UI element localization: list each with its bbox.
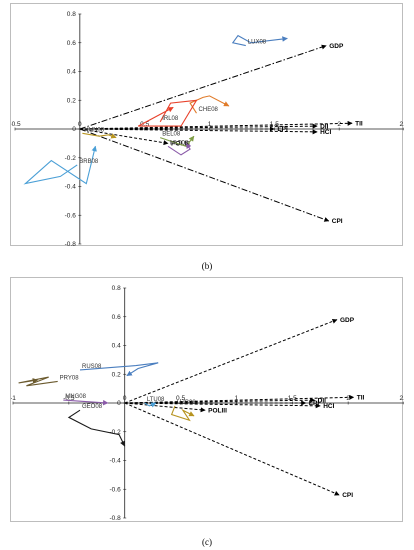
- chart-b-trajectory-label-bel08: BEL08: [162, 132, 181, 138]
- chart-c-x-tick-label: 1: [235, 395, 239, 402]
- chart-b-x-tick-label: 2.5: [399, 121, 404, 128]
- chart-b-x-tick-label: 2: [337, 121, 341, 128]
- chart-b-trajectory-label-mlt08: MLT08: [170, 140, 189, 146]
- chart-b-vector-label-hci: HCI: [320, 129, 331, 136]
- chart-b-trajectory-label-hun08: HUN08: [84, 127, 104, 133]
- chart-c-trajectory-label-pry08: PRY08: [60, 375, 80, 381]
- chart-c-trajectory-mng08: [63, 399, 109, 406]
- chart-c-x-tick-label: -1: [11, 395, 16, 402]
- chart-b-x-tick-label: 0.5: [140, 121, 149, 128]
- chart-c-trajectory-label-rus08: RUS08: [82, 364, 102, 370]
- chart-c-trajectory-label-mng08: MNG08: [65, 394, 86, 400]
- chart-b-trajectory-lux08: [231, 34, 288, 47]
- chart-c-x-tick-label: 2: [346, 395, 350, 402]
- chart-c-trajectory-geo08: [67, 409, 126, 447]
- chart-b-vector-gdp: [79, 44, 327, 130]
- chart-b-y-tick-label: 0.2: [67, 97, 76, 104]
- chart-c-vector-label-epi: EPI: [309, 400, 320, 407]
- chart-c-vector-cpi: [124, 402, 340, 496]
- chart-b-vector-dii: [79, 123, 318, 130]
- chart-b-y-tick-label: -0.2: [65, 155, 77, 162]
- chart-c-x-tick-label: -0.5: [63, 395, 75, 402]
- chart-b-trajectory-bel08: [160, 135, 195, 147]
- chart-c-y-tick-label: -0.4: [110, 458, 122, 465]
- chart-c-vector-label-poliii: POLIII: [208, 407, 227, 414]
- chart-c-vector-gdp: [124, 318, 338, 404]
- chart-c-x-tick-label: 2.5: [399, 395, 404, 402]
- chart-c-trajectory-uzb08: [170, 405, 195, 422]
- chart-c-vector-poliii: [124, 402, 206, 413]
- chart-c-y-tick-label: 0.2: [112, 371, 121, 378]
- chart-b-vector-label-epi: EPI: [277, 126, 288, 133]
- chart-c-vector-label-hci: HCI: [323, 403, 334, 410]
- chart-b-trajectory-label-irl08: IRL08: [162, 116, 179, 122]
- chart-c-y-tick-label: -0.8: [110, 515, 122, 522]
- chart-c-y-tick-label: -0.2: [110, 429, 122, 436]
- chart-b-x-tick-label: -0.5: [11, 121, 21, 128]
- chart-b-trajectory-hun08: [82, 132, 117, 139]
- chart-b-y-tick-label: 0.4: [67, 69, 76, 76]
- chart-c-y-tick-label: 0.6: [112, 314, 121, 321]
- chart-b-vector-cpi: [79, 128, 330, 222]
- chart-b-trajectory-label-brb08: BRB08: [79, 159, 99, 165]
- chart-b-vector-label-cpi: CPI: [332, 218, 343, 225]
- chart-b-y-tick-label: -0.8: [65, 241, 77, 247]
- chart-panel-b: -0.5 0 0.5 1 1.5 2 2.5 0.8 0.6 0.4 0.2 0 -0.2 -0.4 -0.…: [10, 3, 404, 247]
- chart-b-trajectory-irl08: [137, 99, 198, 127]
- chart-b-y-tick-label: 0.6: [67, 40, 76, 47]
- chart-b-x-tick-label: 1: [208, 121, 212, 128]
- chart-b-trajectory-brb08: [23, 145, 97, 185]
- chart-c-trajectory-label-ltu08: LTU08: [147, 397, 165, 403]
- chart-c-vector-label-gdp: GDP: [340, 317, 355, 324]
- chart-b-trajectory-label-che08: CHE08: [199, 107, 219, 113]
- chart-panel-c: -1-0.500.511.522.50.80.60.40.20-0.2-0.4-…: [10, 277, 404, 522]
- chart-b-vector-label-tii: TII: [355, 120, 363, 127]
- chart-c-y-tick-label: 0.8: [112, 285, 121, 292]
- chart-b-svg: -0.5 0 0.5 1 1.5 2 2.5 0.8 0.6 0.4 0.2 0 -0.2 -0.4 -0.…: [11, 11, 404, 247]
- chart-c-y-tick-label: 0: [117, 400, 121, 407]
- chart-c-caption: (c): [202, 537, 212, 547]
- chart-c-trajectory-ltu08: [144, 402, 157, 408]
- chart-c-svg: -1-0.500.511.522.50.80.60.40.20-0.2-0.4-…: [11, 285, 404, 522]
- chart-b-vector-label-dii: DII: [320, 123, 329, 130]
- chart-c-y-tick-label: 0.4: [112, 343, 121, 350]
- chart-b-trajectory-mlt08: [167, 142, 192, 156]
- chart-c-trajectory-rus08: [79, 362, 159, 377]
- chart-b-y-tick-label: -0.6: [65, 212, 77, 219]
- chart-c-vector-label-cpi: CPI: [342, 492, 353, 499]
- chart-c-vector-label-tii: TII: [357, 394, 365, 401]
- chart-b-trajectory-label-lux08: LUX08: [248, 40, 267, 46]
- chart-b-vector-hci: [79, 128, 318, 135]
- chart-b-vector-label-gdp: GDP: [329, 43, 344, 50]
- chart-c-trajectory-label-uzb08: UZB08: [177, 400, 196, 406]
- chart-b-y-tick-label: 0.8: [67, 11, 76, 18]
- chart-c-trajectory-pry08: [18, 376, 58, 387]
- chart-c-y-tick-label: -0.6: [110, 486, 122, 493]
- chart-b-x-tick-label: 0: [78, 121, 82, 128]
- chart-c-x-tick-label: 0.5: [176, 395, 185, 402]
- chart-c-vector-hci: [124, 402, 321, 409]
- chart-b-x-tick-label: 1.5: [270, 121, 279, 128]
- chart-c-vector-tii: [124, 394, 355, 404]
- chart-c-trajectory-label-geo08: GEO08: [82, 404, 103, 410]
- chart-b-y-tick-label: -0.4: [65, 184, 77, 191]
- chart-b-caption: (b): [201, 261, 213, 271]
- chart-c-vector-label-dii: DII: [318, 397, 327, 404]
- chart-c-x-tick-label: 0: [123, 395, 127, 402]
- chart-b-y-tick-label: 0: [72, 126, 76, 133]
